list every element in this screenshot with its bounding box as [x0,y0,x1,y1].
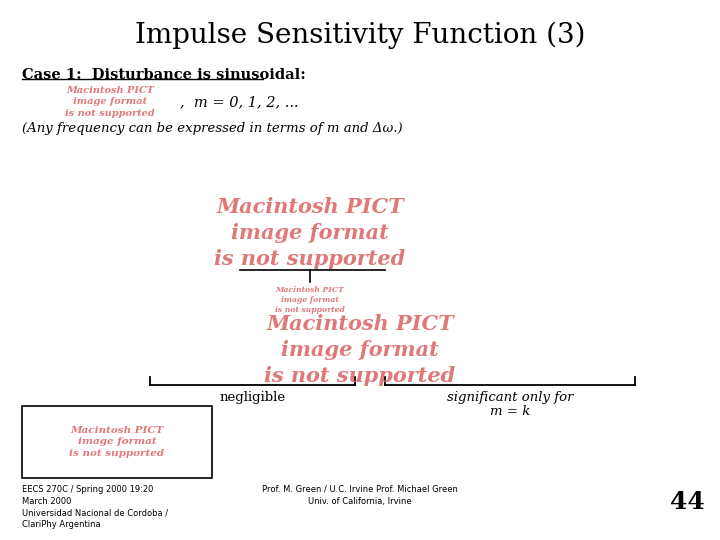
Text: negligible: negligible [220,391,286,404]
Bar [22,406,212,478]
Text: (Any frequency can be expressed in terms of m and Δω.): (Any frequency can be expressed in terms… [22,122,402,135]
Text: Macintosh PICT
image format
is not supported: Macintosh PICT image format is not suppo… [275,286,345,314]
Text: 44: 44 [670,490,705,514]
Text: ,  m = 0, 1, 2, ...: , m = 0, 1, 2, ... [180,95,299,109]
Text: m = k: m = k [490,405,530,418]
Text: EECS 270C / Spring 2000 19:20
March 2000
Universidad Nacional de Cordoba /
Clari: EECS 270C / Spring 2000 19:20 March 2000… [22,485,168,529]
Text: Prof. M. Green / U.C. Irvine Prof. Michael Green
Univ. of California, Irvine: Prof. M. Green / U.C. Irvine Prof. Micha… [262,485,458,506]
Text: Macintosh PICT
image format
is not supported: Macintosh PICT image format is not suppo… [215,198,405,268]
Text: Macintosh PICT
image format
is not supported: Macintosh PICT image format is not suppo… [65,86,155,118]
Text: significant only for: significant only for [446,391,573,404]
Text: Case 1:  Disturbance is sinusoidal:: Case 1: Disturbance is sinusoidal: [22,68,306,82]
Text: Macintosh PICT
image format
is not supported: Macintosh PICT image format is not suppo… [264,314,456,386]
Text: Impulse Sensitivity Function (3): Impulse Sensitivity Function (3) [135,22,585,49]
Text: Macintosh PICT
image format
is not supported: Macintosh PICT image format is not suppo… [69,426,165,458]
